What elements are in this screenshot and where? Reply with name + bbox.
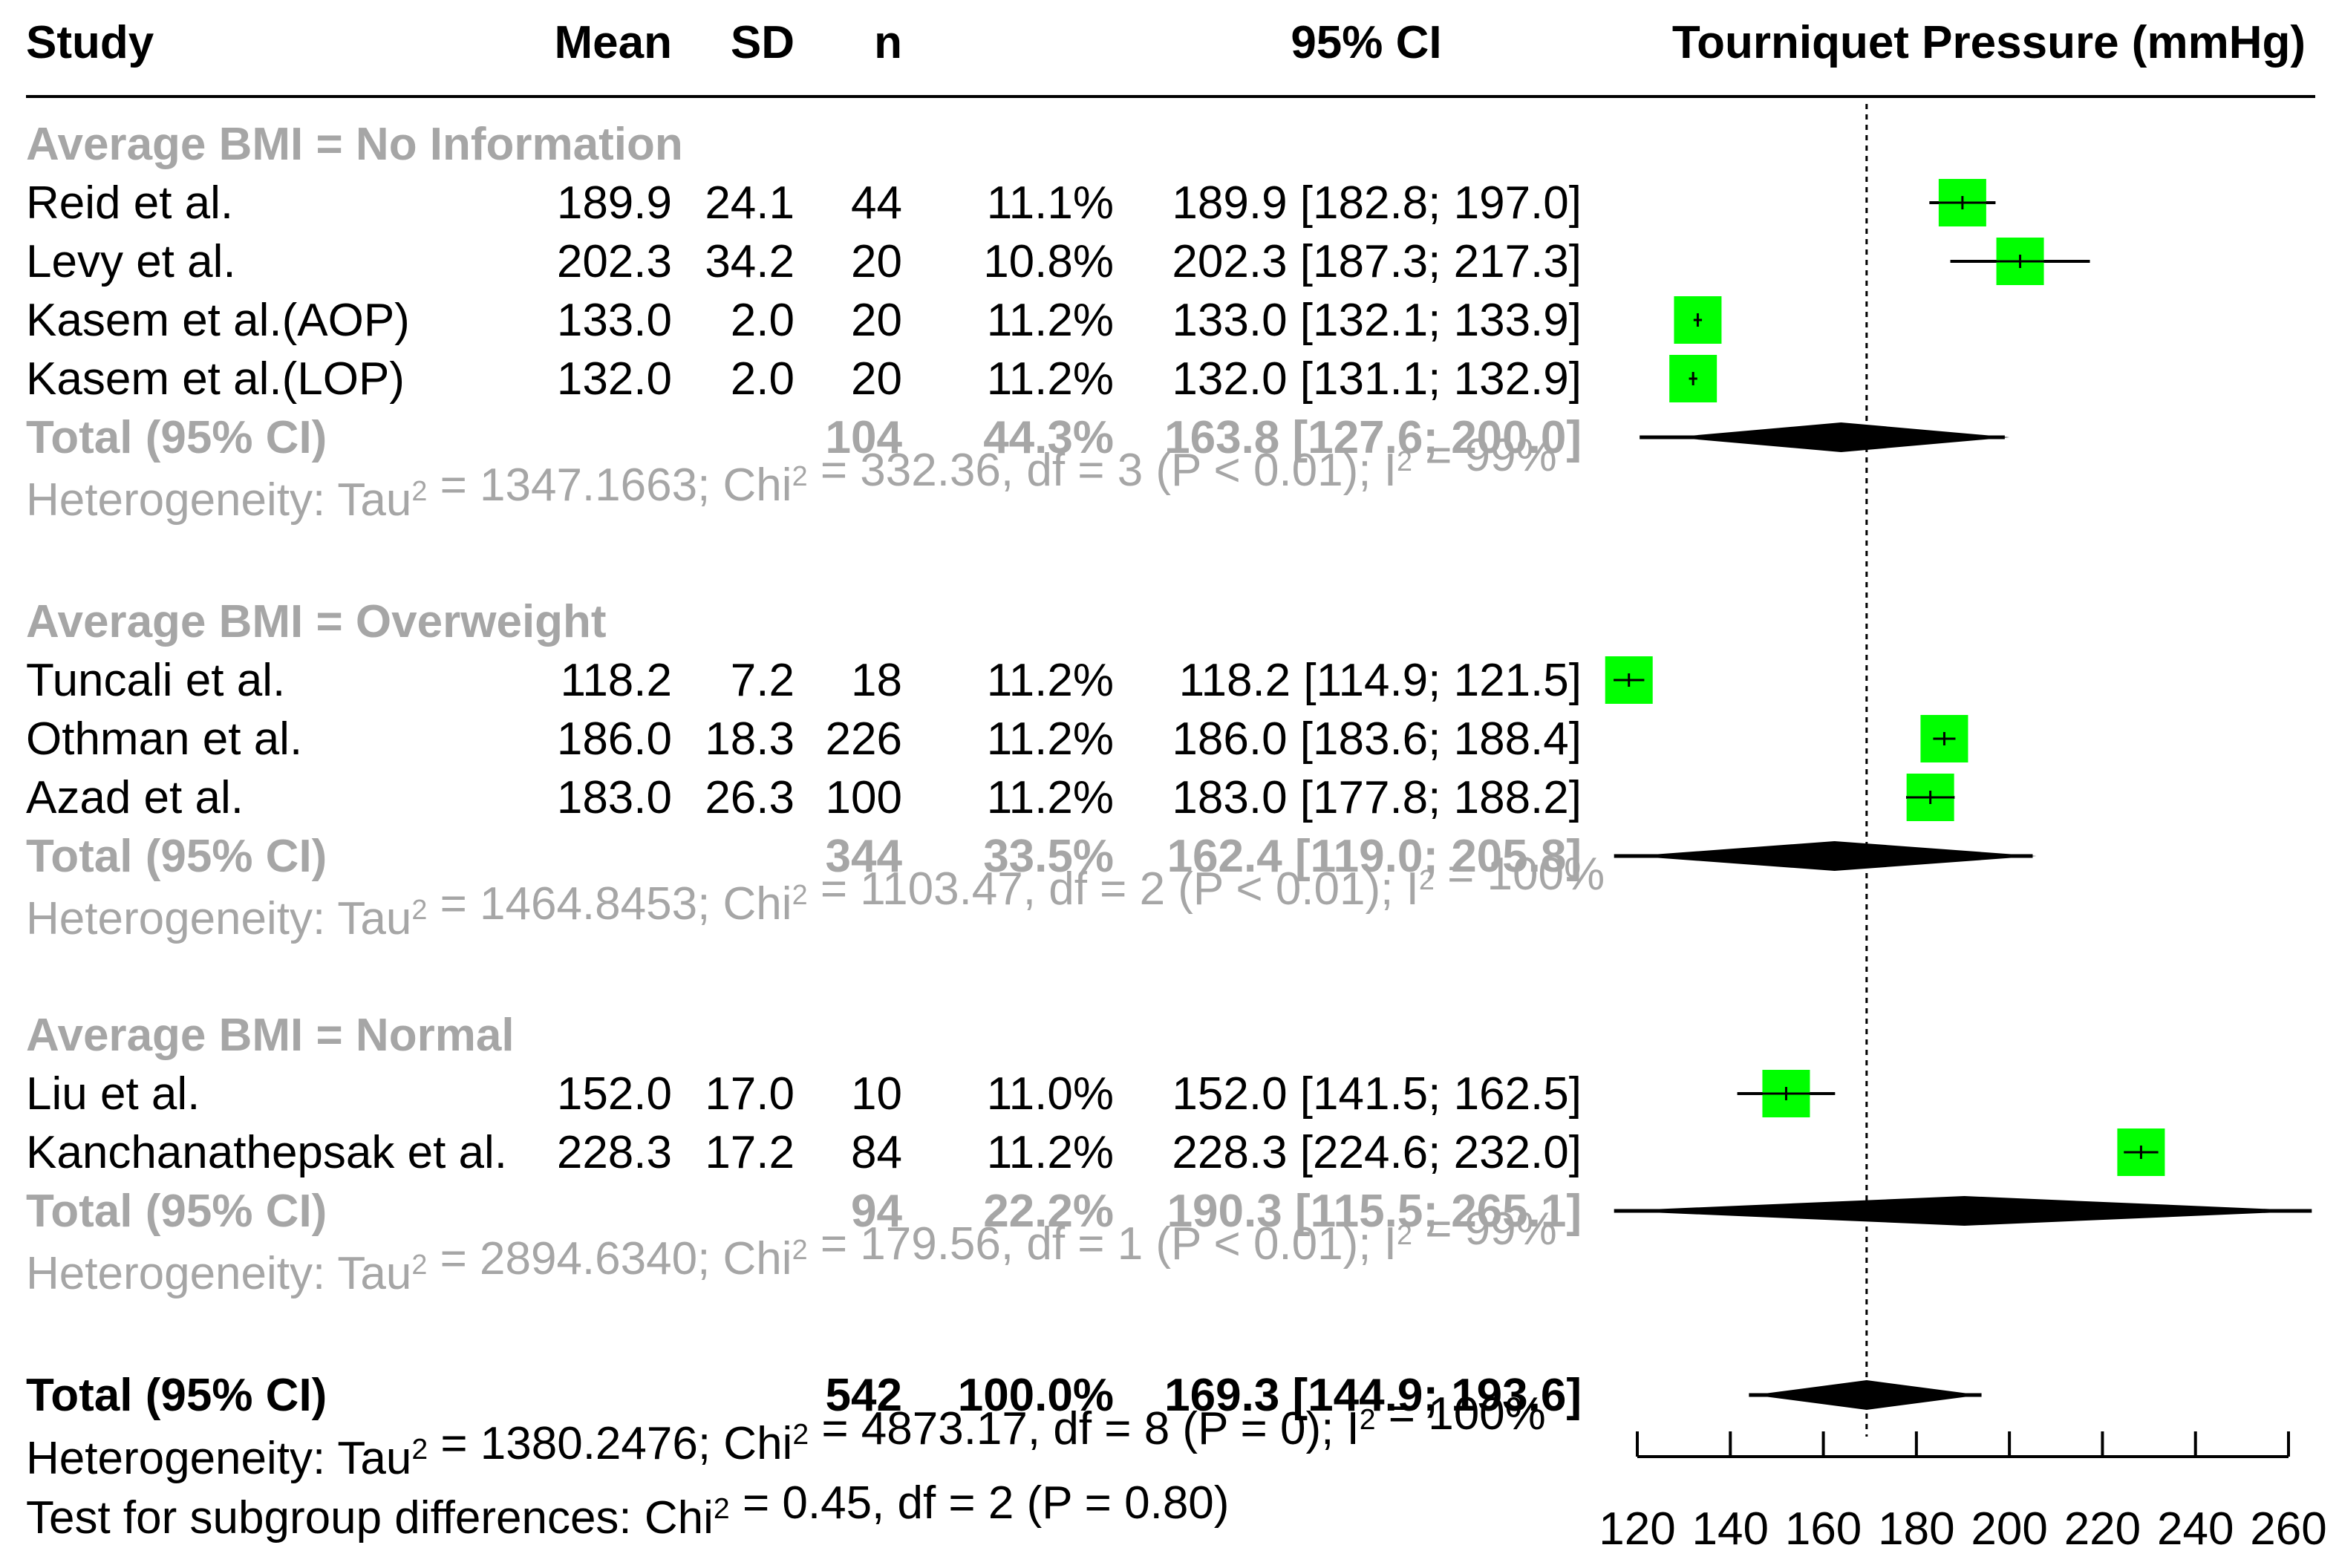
- group-0-study-2-n: 20: [851, 295, 902, 346]
- x-tick-label-7: 260: [2250, 1503, 2326, 1555]
- group-0-study-2-mean: 133.0: [557, 295, 672, 346]
- x-tick-label-4: 200: [1971, 1503, 2047, 1555]
- x-tick-label-1: 140: [1692, 1503, 1769, 1555]
- x-tick-label-3: 180: [1878, 1503, 1954, 1555]
- group-2-study-0-name: Liu et al.: [26, 1068, 200, 1120]
- group-1-study-1-n: 226: [826, 713, 902, 765]
- subgroup-test: Test for subgroup differences: Chi2 = 0.…: [26, 1477, 1229, 1544]
- group-0-total-weight: 44.3%: [983, 412, 1114, 463]
- header-mean: Mean: [555, 17, 672, 68]
- group-2-study-0-ci: 152.0 [141.5; 162.5]: [1172, 1068, 1582, 1120]
- group-2-total-label: Total (95% CI): [26, 1186, 327, 1237]
- group-0-study-3-sd: 2.0: [731, 353, 795, 405]
- group-0-study-0-sd: 24.1: [705, 177, 795, 229]
- group-0-study-1-n: 20: [851, 236, 902, 287]
- group-1-total-diamond: [1632, 841, 2037, 871]
- group-1-study-2-mean: 183.0: [557, 772, 672, 823]
- group-1-study-0-n: 18: [851, 655, 902, 706]
- group-0-heterogeneity: Heterogeneity: Tau2 = 1347.1663; Chi2 = …: [26, 430, 1557, 526]
- group-2-label: Average BMI = Normal: [26, 1010, 515, 1061]
- group-1-heterogeneity: Heterogeneity: Tau2 = 1464.8453; Chi2 = …: [26, 849, 1605, 944]
- group-2-study-1-n: 84: [851, 1127, 902, 1178]
- group-0-study-1-name: Levy et al.: [26, 236, 236, 287]
- group-0-total-n: 104: [826, 412, 903, 463]
- group-1-study-0-sd: 7.2: [731, 655, 795, 706]
- group-0-study-3-n: 20: [851, 353, 902, 405]
- group-1-study-0-mean: 118.2: [560, 655, 672, 706]
- group-2-study-1-sd: 17.2: [705, 1127, 795, 1178]
- group-1-study-2-n: 100: [826, 772, 902, 823]
- group-0-study-3-name: Kasem et al.(LOP): [26, 353, 405, 405]
- group-1-study-2-sd: 26.3: [705, 772, 795, 823]
- overall-heterogeneity: Heterogeneity: Tau2 = 1380.2476; Chi2 = …: [26, 1388, 1546, 1484]
- header-sd: SD: [731, 17, 795, 68]
- group-1-study-0-name: Tuncali et al.: [26, 655, 285, 706]
- header-n: n: [874, 17, 902, 68]
- overall-diamond: [1752, 1380, 1980, 1410]
- group-1-study-1-weight: 11.2%: [987, 713, 1114, 765]
- overall-label: Total (95% CI): [26, 1370, 327, 1421]
- group-2-study-1-name: Kanchanathepsak et al.: [26, 1127, 507, 1178]
- overall-weight: 100.0%: [958, 1370, 1114, 1421]
- x-tick-label-0: 120: [1599, 1503, 1675, 1555]
- group-0-study-1-mean: 202.3: [557, 236, 672, 287]
- group-0-study-0-weight: 11.1%: [987, 177, 1114, 229]
- group-1-study-1-name: Othman et al.: [26, 713, 302, 765]
- axis-title: Tourniquet Pressure (mmHg): [1672, 17, 2306, 68]
- group-1-study-2-ci: 183.0 [177.8; 188.2]: [1172, 772, 1582, 823]
- group-1-total-ci: 162.4 [119.0; 205.8]: [1167, 831, 1582, 882]
- group-0-study-0-mean: 189.9: [557, 177, 672, 229]
- group-2-total-diamond: [1616, 1196, 2312, 1226]
- group-2-total-weight: 22.2%: [983, 1186, 1114, 1237]
- x-tick-label-2: 160: [1785, 1503, 1862, 1555]
- group-1-study-2-name: Azad et al.: [26, 772, 244, 823]
- group-2-total-ci: 190.3 [115.5; 265.1]: [1167, 1186, 1582, 1237]
- group-2-total-n: 94: [851, 1186, 902, 1237]
- group-2-study-1-ci: 228.3 [224.6; 232.0]: [1172, 1127, 1582, 1178]
- group-0-study-1-ci: 202.3 [187.3; 217.3]: [1172, 236, 1582, 287]
- group-1-study-1-mean: 186.0: [557, 713, 672, 765]
- group-1-total-weight: 33.5%: [983, 831, 1114, 882]
- group-0-study-0-name: Reid et al.: [26, 177, 233, 229]
- group-0-total-diamond: [1672, 422, 2010, 452]
- group-0-study-3-weight: 11.2%: [987, 353, 1114, 405]
- group-0-study-3-mean: 132.0: [557, 353, 672, 405]
- x-tick-label-5: 220: [2064, 1503, 2141, 1555]
- group-1-total-label: Total (95% CI): [26, 831, 327, 882]
- group-2-study-0-weight: 11.0%: [987, 1068, 1114, 1120]
- group-0-study-0-n: 44: [851, 177, 902, 229]
- group-0-study-1-sd: 34.2: [705, 236, 795, 287]
- group-2-study-1-mean: 228.3: [557, 1127, 672, 1178]
- group-1-study-0-ci: 118.2 [114.9; 121.5]: [1179, 655, 1582, 706]
- x-tick-label-6: 240: [2157, 1503, 2234, 1555]
- group-2-heterogeneity: Heterogeneity: Tau2 = 2894.6340; Chi2 = …: [26, 1203, 1557, 1299]
- group-0-total-label: Total (95% CI): [26, 412, 327, 463]
- overall-ci: 169.3 [144.9; 193.6]: [1164, 1370, 1582, 1421]
- group-2-study-0-mean: 152.0: [557, 1068, 672, 1120]
- group-1-label: Average BMI = Overweight: [26, 596, 607, 647]
- group-0-study-3-ci: 132.0 [131.1; 132.9]: [1172, 353, 1582, 405]
- group-0-label: Average BMI = No Information: [26, 119, 683, 170]
- group-0-study-1-weight: 10.8%: [983, 236, 1114, 287]
- group-0-study-2-name: Kasem et al.(AOP): [26, 295, 410, 346]
- group-0-study-2-sd: 2.0: [731, 295, 795, 346]
- group-0-study-0-ci: 189.9 [182.8; 197.0]: [1172, 177, 1582, 229]
- group-0-study-2-ci: 133.0 [132.1; 133.9]: [1172, 295, 1582, 346]
- group-1-study-1-sd: 18.3: [705, 713, 795, 765]
- group-2-study-0-n: 10: [851, 1068, 902, 1120]
- header-ci: 95% CI: [1291, 17, 1441, 68]
- group-1-total-n: 344: [826, 831, 903, 882]
- group-1-study-1-ci: 186.0 [183.6; 188.4]: [1172, 713, 1582, 765]
- group-2-study-1-weight: 11.2%: [987, 1127, 1114, 1178]
- group-2-study-0-sd: 17.0: [705, 1068, 795, 1120]
- group-1-study-0-weight: 11.2%: [987, 655, 1114, 706]
- group-1-study-2-weight: 11.2%: [987, 772, 1114, 823]
- overall-n: 542: [826, 1370, 902, 1421]
- group-0-study-2-weight: 11.2%: [987, 295, 1114, 346]
- header-study: Study: [26, 17, 154, 68]
- group-0-total-ci: 163.8 [127.6; 200.0]: [1164, 412, 1582, 463]
